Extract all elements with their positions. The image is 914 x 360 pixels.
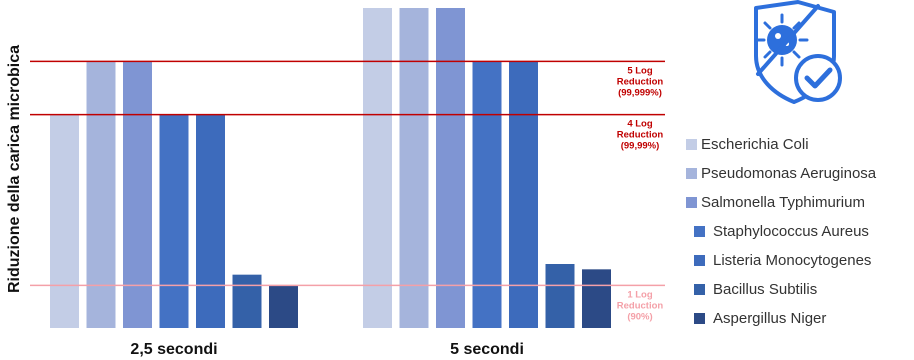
- bar-salmonella-typhimurium-1: [123, 61, 152, 328]
- legend-swatch: [686, 197, 697, 208]
- legend-item: Pseudomonas Aeruginosa: [686, 159, 914, 188]
- bar-aspergillus-niger-2: [582, 269, 611, 328]
- legend-item: Escherichia Coli: [686, 130, 914, 159]
- legend-item: Salmonella Typhimurium: [686, 188, 914, 217]
- bar-escherichia-coli-1: [50, 114, 79, 329]
- legend-label: Aspergillus Niger: [713, 310, 827, 327]
- x-tick-label: 2,5 secondi: [130, 341, 217, 358]
- bar-pseudomonas-aeruginosa-1: [86, 61, 116, 328]
- reference-line-label: 4 Log: [627, 119, 653, 130]
- legend-label: Bacillus Subtilis: [713, 281, 818, 298]
- legend-label: Staphylococcus Aureus: [713, 223, 869, 240]
- bar-aspergillus-niger-1: [269, 285, 298, 328]
- reference-line-label: (99,999%): [618, 87, 662, 98]
- legend-item: Staphylococcus Aureus: [686, 217, 914, 246]
- legend: Escherichia Coli Pseudomonas Aeruginosa Sa…: [686, 130, 914, 333]
- legend-swatch: [686, 139, 697, 150]
- legend-item: Listeria Monocytogenes: [686, 246, 914, 275]
- legend-swatch: [694, 255, 705, 266]
- legend-swatch: [686, 168, 697, 179]
- bar-staphylococcus-aureus-2: [472, 61, 502, 328]
- bar-listeria-monocytogenes-2: [509, 61, 538, 328]
- bar-salmonella-typhimurium-2: [436, 8, 465, 328]
- legend-label: Pseudomonas Aeruginosa: [701, 165, 877, 182]
- bar-bacillus-subtilis-2: [545, 264, 575, 328]
- bar-listeria-monocytogenes-1: [196, 114, 225, 329]
- bar-bacillus-subtilis-1: [232, 274, 262, 328]
- bar-staphylococcus-aureus-1: [159, 114, 189, 329]
- legend-swatch: [694, 226, 705, 237]
- reference-line-label: Reduction: [617, 130, 664, 141]
- reference-line-label: (90%): [627, 311, 652, 322]
- reference-line-label: 1 Log: [627, 289, 653, 300]
- legend-item: Aspergillus Niger: [686, 304, 914, 333]
- x-tick-label: 5 secondi: [450, 341, 524, 358]
- legend-swatch: [694, 313, 705, 324]
- legend-item: Bacillus Subtilis: [686, 275, 914, 304]
- legend-label: Listeria Monocytogenes: [713, 252, 872, 269]
- legend-label: Escherichia Coli: [701, 136, 809, 153]
- reference-line-label: (99,99%): [621, 141, 660, 152]
- legend-swatch: [694, 284, 705, 295]
- bar-pseudomonas-aeruginosa-2: [399, 8, 429, 328]
- reference-line-label: Reduction: [617, 300, 664, 311]
- legend-label: Salmonella Typhimurium: [701, 194, 865, 211]
- bar-escherichia-coli-2: [363, 8, 392, 328]
- virus-shield-check-icon: [754, 0, 842, 104]
- reference-line-label: 5 Log: [627, 65, 653, 76]
- reference-line-label: Reduction: [617, 76, 664, 87]
